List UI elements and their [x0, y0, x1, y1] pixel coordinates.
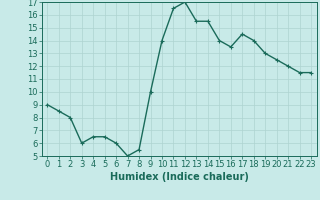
X-axis label: Humidex (Indice chaleur): Humidex (Indice chaleur): [110, 172, 249, 182]
